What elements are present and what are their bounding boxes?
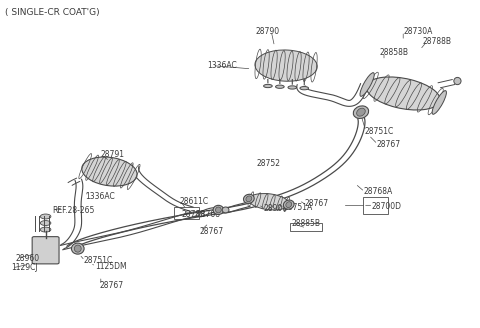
Text: 28767: 28767 — [305, 199, 329, 208]
Text: 28960: 28960 — [16, 254, 40, 263]
Text: 28767: 28767 — [100, 281, 124, 290]
Bar — [290, 223, 322, 231]
Text: 1336AC: 1336AC — [85, 192, 115, 201]
Ellipse shape — [360, 73, 374, 96]
Ellipse shape — [246, 196, 252, 202]
Text: 28611C: 28611C — [180, 197, 209, 206]
Ellipse shape — [40, 227, 51, 232]
Ellipse shape — [357, 108, 365, 116]
Ellipse shape — [249, 194, 289, 210]
Ellipse shape — [82, 157, 137, 186]
Ellipse shape — [255, 50, 317, 81]
Bar — [174, 207, 199, 219]
Text: 28767: 28767 — [377, 140, 401, 149]
Text: 28730A: 28730A — [403, 27, 432, 36]
Bar — [363, 197, 388, 214]
Text: 28768A: 28768A — [363, 187, 393, 196]
Ellipse shape — [366, 77, 440, 110]
Ellipse shape — [40, 220, 51, 226]
Text: REF.28-265: REF.28-265 — [52, 206, 94, 215]
Text: 28751C: 28751C — [84, 256, 113, 265]
Text: 28752: 28752 — [257, 159, 281, 169]
Ellipse shape — [286, 202, 292, 208]
Ellipse shape — [300, 87, 309, 90]
Text: 1125DM: 1125DM — [95, 262, 127, 271]
Ellipse shape — [454, 77, 461, 85]
Ellipse shape — [74, 245, 81, 252]
Text: 28858B: 28858B — [379, 48, 408, 57]
Text: 1336AC: 1336AC — [207, 61, 237, 70]
Ellipse shape — [40, 214, 51, 219]
Ellipse shape — [288, 86, 297, 89]
Ellipse shape — [222, 207, 229, 213]
Text: 28788: 28788 — [181, 210, 205, 219]
Ellipse shape — [213, 205, 224, 215]
Ellipse shape — [243, 194, 254, 203]
Text: 28900: 28900 — [263, 204, 287, 214]
Text: 1129CJ: 1129CJ — [11, 263, 37, 273]
Text: 28700D: 28700D — [372, 202, 402, 211]
FancyBboxPatch shape — [32, 237, 59, 264]
Text: 28751C: 28751C — [365, 127, 394, 136]
Ellipse shape — [276, 85, 284, 88]
Ellipse shape — [353, 106, 369, 118]
Ellipse shape — [283, 200, 294, 209]
Text: 28790: 28790 — [256, 27, 280, 36]
Text: 28788B: 28788B — [422, 36, 451, 46]
Text: 28885B: 28885B — [292, 219, 321, 228]
Ellipse shape — [432, 91, 446, 114]
Text: 28768: 28768 — [197, 210, 221, 219]
Ellipse shape — [264, 84, 272, 88]
Ellipse shape — [72, 243, 84, 254]
Text: 28751A: 28751A — [283, 203, 312, 212]
Text: 28791: 28791 — [101, 150, 125, 159]
Text: ( SINGLE-CR COAT'G): ( SINGLE-CR COAT'G) — [5, 8, 99, 17]
Text: 28767: 28767 — [199, 227, 223, 236]
Ellipse shape — [216, 207, 221, 213]
